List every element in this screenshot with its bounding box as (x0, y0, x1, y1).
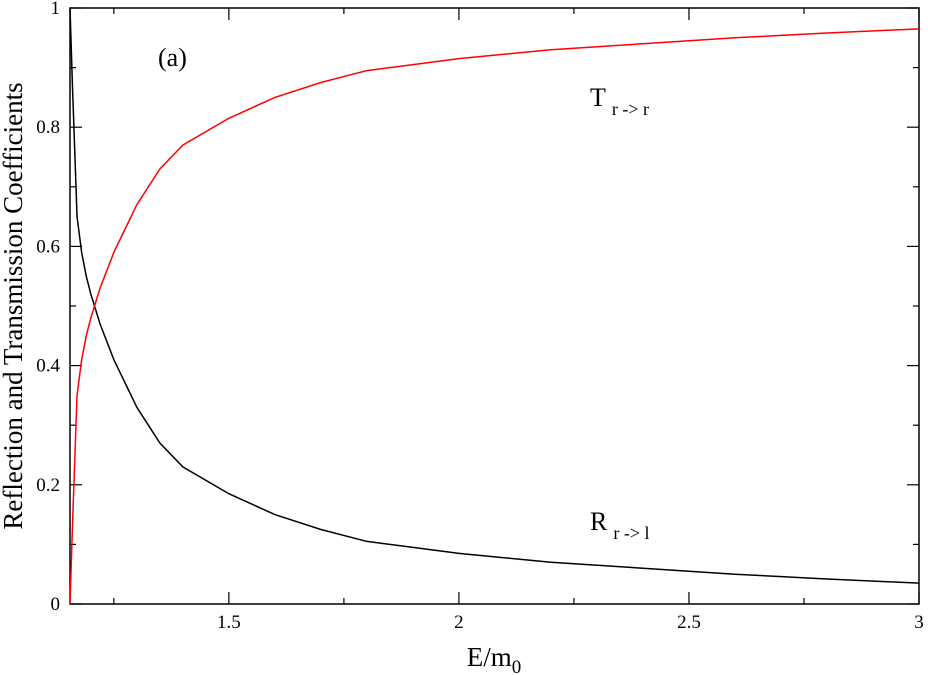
y-tick-label: 0.2 (36, 475, 60, 496)
x-axis-label-sub: 0 (512, 657, 522, 675)
plot-frame (69, 7, 920, 605)
line-series (69, 28, 920, 605)
y-tick-label: 0.8 (36, 117, 60, 138)
annotation-text: R (590, 507, 608, 536)
x-tick-label: 3 (914, 612, 924, 633)
y-tick-label: 0 (51, 594, 61, 615)
x-axis-label: E/m0 (467, 642, 522, 675)
x-tick-label: 1.5 (217, 612, 241, 633)
annotation-sub: r -> r (612, 99, 649, 119)
y-tick-label: 0.4 (36, 356, 60, 377)
y-axis-label: Reflection and Transmission Coefficients (0, 82, 28, 529)
x-tick-label: 2 (454, 612, 464, 633)
x-tick-label: 2.5 (677, 612, 701, 633)
annotation-text: T (590, 83, 606, 112)
x-axis-label-text: E/m (467, 642, 512, 672)
y-tick-label: 1 (51, 0, 61, 19)
annotation-sub: r -> l (613, 523, 649, 543)
y-tick-label: 0.6 (36, 236, 60, 257)
line-series (69, 7, 920, 584)
panel-label: (a) (158, 43, 187, 72)
